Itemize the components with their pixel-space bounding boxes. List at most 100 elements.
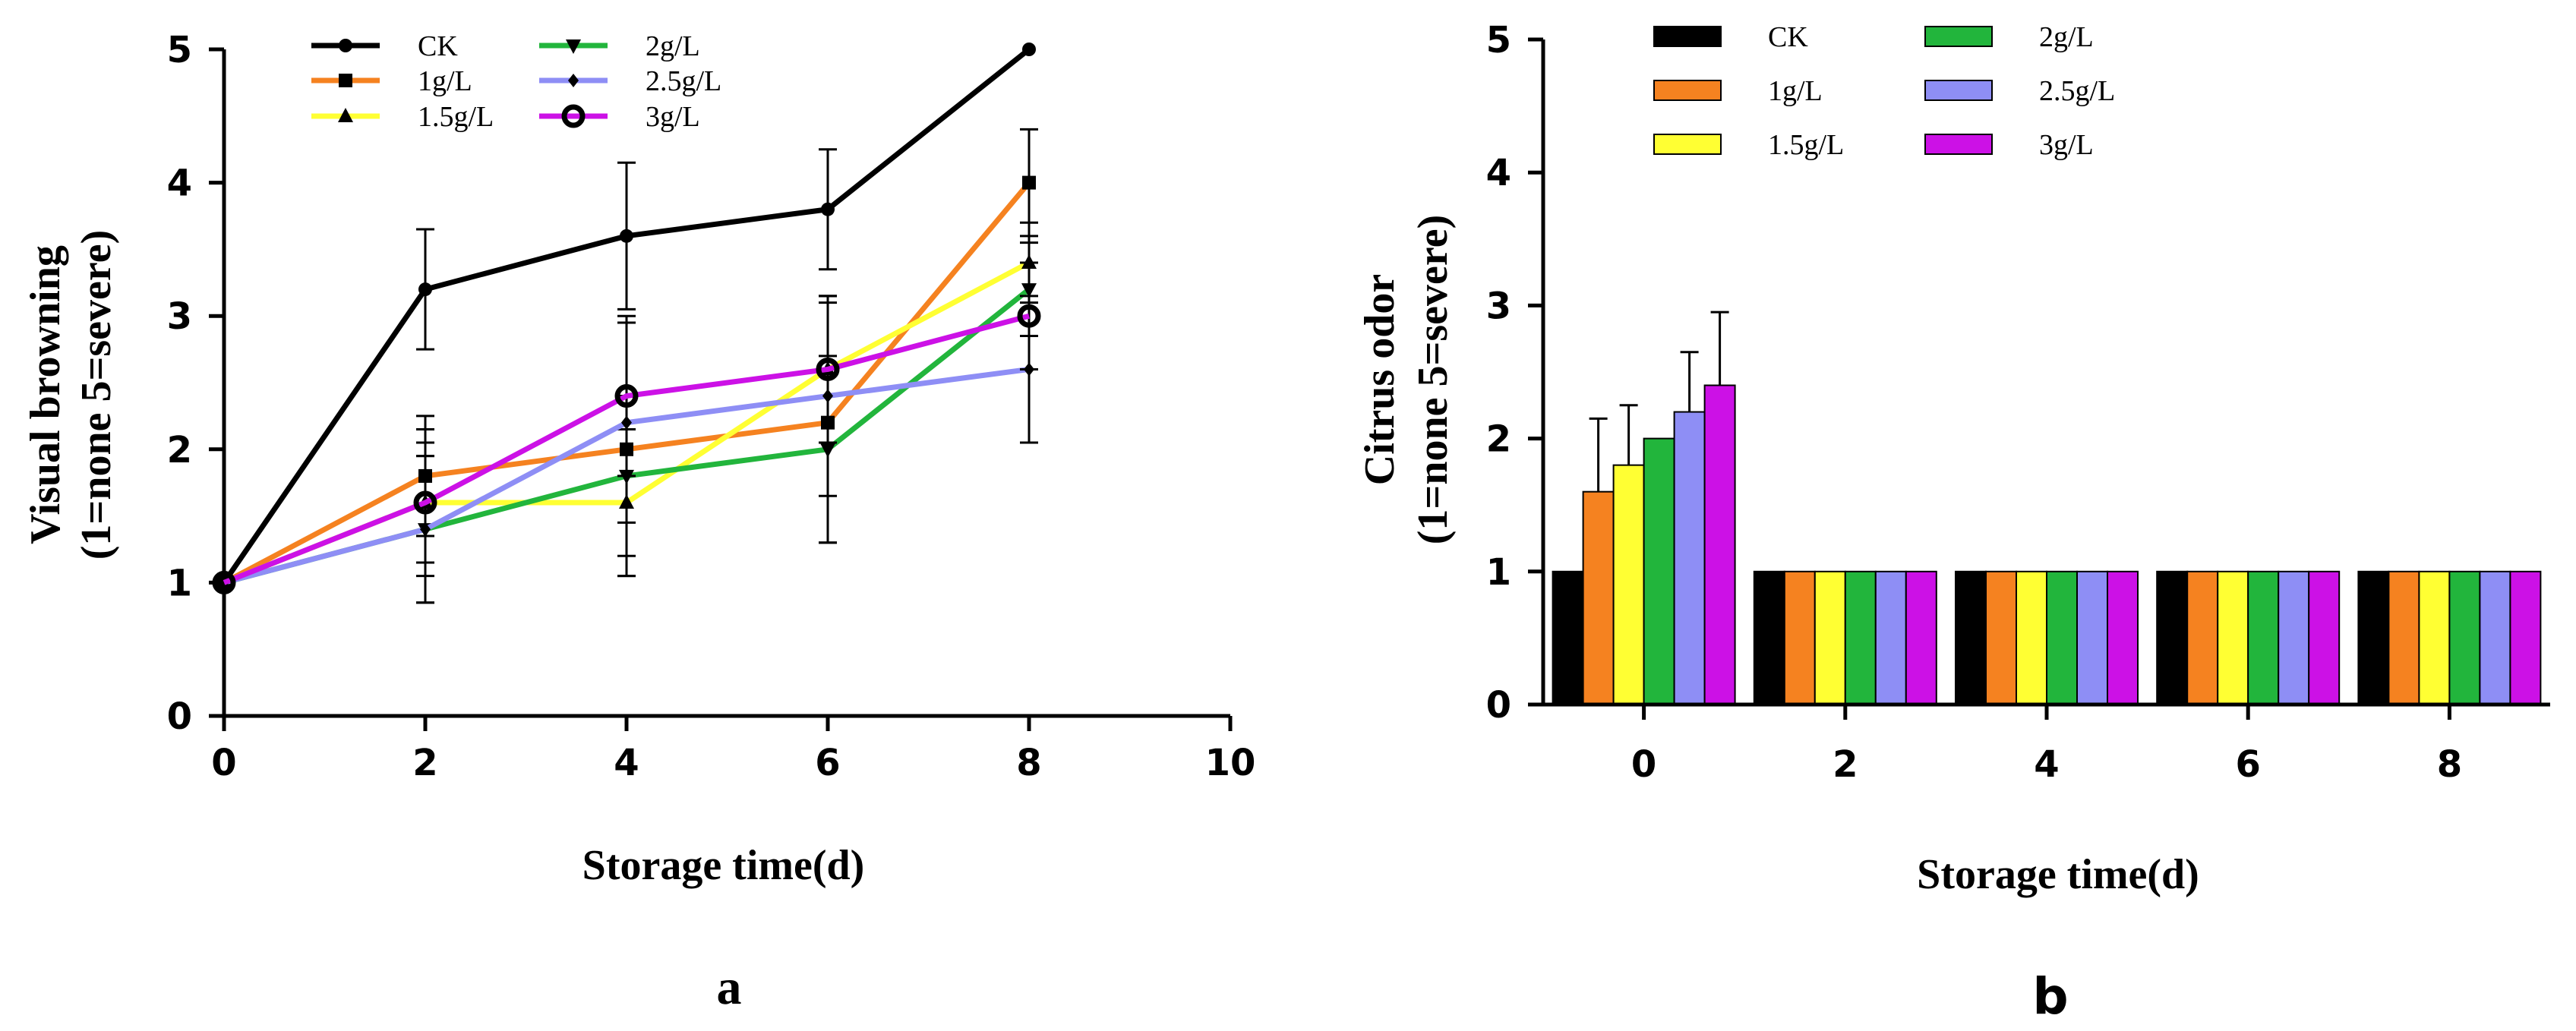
bar-2-5g-l <box>2278 570 2310 705</box>
x-tick-label: 6 <box>815 742 840 784</box>
legend-item-2-5g-l: 2.5g/L <box>1924 75 2115 107</box>
legend: CK 1g/L 1.5g/L 2g/L 2.5g/L 3g/L <box>1653 21 2115 161</box>
data-point <box>212 570 236 594</box>
legend-label: 1g/L <box>418 65 472 97</box>
bar-1-5g-l <box>2217 570 2249 705</box>
bar-3g-l <box>1703 384 1736 705</box>
y-tick-label: 5 <box>1486 19 1511 61</box>
x-tick-label: 2 <box>412 742 437 784</box>
bar-1g-l <box>2388 570 2420 705</box>
bar-2g-l <box>1844 570 1877 705</box>
legend-label: 1.5g/L <box>1768 129 1844 161</box>
bar-2g-l <box>2448 570 2481 705</box>
bar-1g-l <box>1783 570 1816 705</box>
legend-marker <box>339 74 352 87</box>
y-tick-label: 1 <box>1486 551 1511 594</box>
bar-ck <box>1753 570 1785 705</box>
legend-label: CK <box>418 30 458 62</box>
y-tick-label: 2 <box>1486 418 1511 461</box>
legend-marker <box>568 74 579 87</box>
y-tick-label: 0 <box>1486 684 1511 727</box>
legend-label: 2g/L <box>2039 21 2094 53</box>
bar-2g-l <box>1643 437 1675 705</box>
legend-label: 2g/L <box>646 30 700 62</box>
legend-item-2g-l: 2g/L <box>539 30 700 62</box>
legend-item-1-5g-l: 1.5g/L <box>311 101 494 133</box>
x-tick-label: 0 <box>211 742 236 784</box>
y-tick-label: 2 <box>167 429 192 471</box>
y-axis-title: Visual browning <box>22 245 69 544</box>
bar-1g-l <box>1582 490 1615 705</box>
y-tick-label: 4 <box>1486 152 1511 194</box>
bar-3g-l <box>2107 570 2139 705</box>
legend-swatch <box>1924 134 1993 155</box>
data-point <box>1022 175 1036 190</box>
x-tick-label: 4 <box>2034 743 2059 786</box>
bar-1-5g-l <box>1612 464 1645 705</box>
series-line-3g-l <box>223 313 1030 585</box>
y-tick-label: 3 <box>1486 285 1511 327</box>
bar-group-day-8 <box>2357 570 2542 705</box>
x-tick-label: 8 <box>2437 743 2462 786</box>
x-axis-title: Storage time(d) <box>1917 851 2199 898</box>
legend-marker <box>566 39 581 54</box>
bar-group-day-6 <box>2156 570 2341 705</box>
data-point <box>614 384 639 408</box>
data-point <box>418 282 432 297</box>
legend-item-2g-l: 2g/L <box>1924 21 2094 53</box>
legend-label: 3g/L <box>646 101 700 133</box>
bar-ck <box>2357 570 2390 705</box>
panel-label-b: b <box>2032 967 2068 1026</box>
legend-item-3g-l: 3g/L <box>1924 129 2094 161</box>
bar-3g-l <box>2308 570 2341 705</box>
legend-item-1-5g-l: 1.5g/L <box>1653 129 1844 161</box>
y-axis-title-line2: (1=none 5=severe) <box>1410 215 1457 544</box>
legend-marker <box>561 104 586 128</box>
bar-3g-l <box>2509 570 2542 705</box>
data-point <box>413 490 437 515</box>
legend-swatch <box>1653 26 1722 47</box>
legend-item-2-5g-l: 2.5g/L <box>539 65 721 97</box>
legend-swatch <box>1924 26 1993 47</box>
bar-1-5g-l <box>2016 570 2047 705</box>
data-point <box>821 202 835 216</box>
x-tick-label: 8 <box>1016 742 1041 784</box>
legend-item-ck: CK <box>1653 21 1808 53</box>
legend-item-1g-l: 1g/L <box>311 65 472 97</box>
legend-marker <box>339 39 352 52</box>
y-axis-title-line2: (1=none 5=severe) <box>73 230 120 560</box>
panel-b-bar-chart: 0 1 2 3 4 5 0 2 4 6 8 Storage time(d) Citrus odor (1=… <box>1356 19 2550 1026</box>
bar-2-5g-l <box>2479 570 2511 705</box>
legend-label: 1g/L <box>1768 75 1823 107</box>
bar-group-day-2 <box>1753 570 1937 705</box>
legend-label: 2.5g/L <box>646 65 721 97</box>
bar-1g-l <box>2186 570 2219 705</box>
y-tick-label: 0 <box>167 695 192 738</box>
y-tick-label: 3 <box>167 295 192 338</box>
legend-item-1g-l: 1g/L <box>1653 75 1823 107</box>
bar-group-day-0 <box>1552 311 1736 705</box>
legend-marker <box>338 108 353 122</box>
data-point <box>1022 43 1036 56</box>
legend-label: 1.5g/L <box>418 101 494 133</box>
bar-1-5g-l <box>1814 570 1846 705</box>
y-tick-label: 4 <box>167 162 192 205</box>
bar-ck <box>1552 570 1584 705</box>
legend-item-ck: CK <box>311 30 458 62</box>
bar-2-5g-l <box>2076 570 2108 705</box>
legend-item-3g-l: 3g/L <box>539 101 700 133</box>
bar-3g-l <box>1905 570 1937 705</box>
bar-ck <box>2156 570 2189 705</box>
legend-label: CK <box>1768 21 1808 53</box>
x-tick-label: 10 <box>1205 742 1256 784</box>
data-point <box>816 357 840 381</box>
x-tick-label: 6 <box>2235 743 2260 786</box>
x-axis-title: Storage time(d) <box>582 842 865 889</box>
y-tick-label: 1 <box>167 562 192 604</box>
legend-swatch <box>1924 80 1993 101</box>
legend-label: 2.5g/L <box>2039 75 2115 107</box>
x-tick-label: 0 <box>1631 743 1656 786</box>
series-3g-l <box>212 261 1041 594</box>
panel-a-line-chart: 0 1 2 3 4 5 0 2 4 6 8 10 Storage time(d) Visual brown… <box>22 29 1255 1015</box>
